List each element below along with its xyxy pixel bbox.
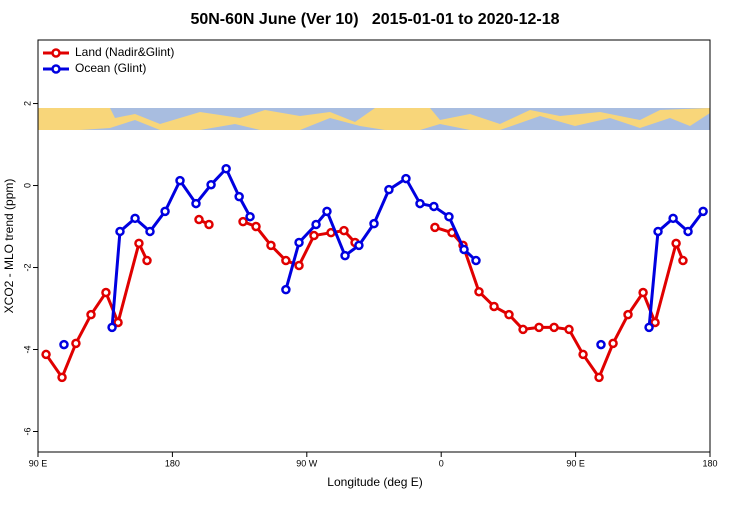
x-tick-label: 0 xyxy=(439,458,444,468)
point xyxy=(294,237,304,248)
point xyxy=(175,175,185,186)
point xyxy=(191,198,201,209)
point xyxy=(134,238,144,249)
point xyxy=(145,226,155,237)
point xyxy=(221,163,231,174)
y-axis-label: XCO2 - MLO trend (ppm) xyxy=(2,179,16,314)
point xyxy=(86,309,96,320)
series-line xyxy=(44,218,685,379)
point xyxy=(234,191,244,202)
x-tick-label: 90 E xyxy=(29,458,48,468)
point xyxy=(430,222,440,233)
point xyxy=(489,301,499,312)
y-tick-label: -6 xyxy=(22,427,32,435)
point xyxy=(41,349,51,360)
point xyxy=(107,322,117,333)
y-tick-label: 0 xyxy=(22,183,32,188)
legend-label: Land (Nadir&Glint) xyxy=(75,45,174,59)
point xyxy=(384,184,394,195)
point xyxy=(698,206,708,217)
plot-frame xyxy=(37,39,711,453)
series-line xyxy=(110,167,705,328)
point xyxy=(671,238,681,249)
point xyxy=(130,213,140,224)
point xyxy=(596,339,606,350)
x-tick-label: 90 E xyxy=(566,458,585,468)
point xyxy=(339,225,349,236)
point xyxy=(238,216,248,227)
point xyxy=(444,211,454,222)
point xyxy=(59,339,69,350)
legend-marker xyxy=(51,64,61,74)
point xyxy=(549,322,559,333)
point xyxy=(459,244,469,255)
point xyxy=(638,287,648,298)
point xyxy=(623,309,633,320)
point xyxy=(369,218,379,229)
point xyxy=(281,284,291,295)
point xyxy=(57,372,67,383)
point xyxy=(518,324,528,335)
point xyxy=(115,226,125,237)
point xyxy=(281,255,291,266)
y-tick-label: -2 xyxy=(22,264,32,272)
point xyxy=(251,221,261,232)
point xyxy=(650,317,660,328)
point xyxy=(653,226,663,237)
point xyxy=(683,226,693,237)
point xyxy=(474,286,484,297)
point xyxy=(429,201,439,212)
point xyxy=(245,211,255,222)
point xyxy=(594,372,604,383)
point xyxy=(534,322,544,333)
point xyxy=(311,219,321,230)
point xyxy=(578,349,588,360)
map-strip xyxy=(38,108,710,130)
x-tick-label: 180 xyxy=(702,458,717,468)
y-tick-label: 2 xyxy=(22,101,32,106)
point xyxy=(471,255,481,266)
point xyxy=(504,309,514,320)
chart-title: 50N-60N June (Ver 10) 2015-01-01 to 2020… xyxy=(190,11,559,28)
point xyxy=(194,214,204,225)
x-tick-label: 180 xyxy=(165,458,180,468)
point xyxy=(340,250,350,261)
point xyxy=(644,322,654,333)
point xyxy=(415,198,425,209)
point xyxy=(608,338,618,349)
point xyxy=(71,338,81,349)
x-axis-label: Longitude (deg E) xyxy=(327,475,422,489)
point xyxy=(322,206,332,217)
point xyxy=(142,255,152,266)
point xyxy=(160,206,170,217)
point xyxy=(564,324,574,335)
point xyxy=(678,255,688,266)
point xyxy=(206,179,216,190)
point xyxy=(204,219,214,230)
point xyxy=(354,240,364,251)
y-tick-label: -4 xyxy=(22,346,32,354)
legend-label: Ocean (Glint) xyxy=(75,61,146,75)
legend-marker xyxy=(51,48,61,58)
point xyxy=(113,317,123,328)
x-tick-label: 90 W xyxy=(296,458,318,468)
point xyxy=(309,230,319,241)
point xyxy=(668,213,678,224)
point xyxy=(401,173,411,184)
point xyxy=(101,287,111,298)
point xyxy=(266,240,276,251)
point xyxy=(294,260,304,271)
